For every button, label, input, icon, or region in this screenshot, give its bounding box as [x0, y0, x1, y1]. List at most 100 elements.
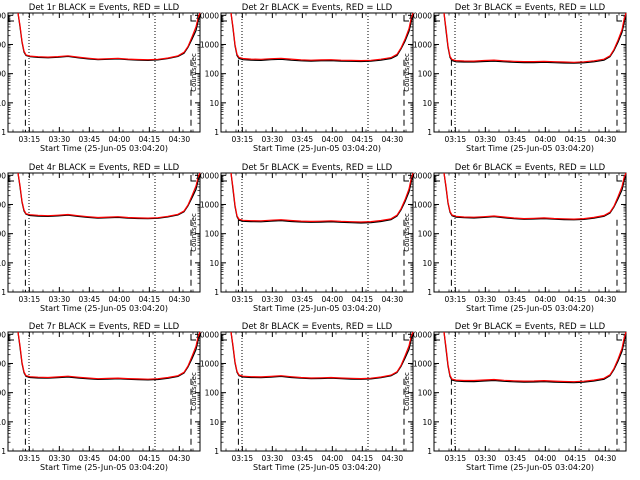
x-tick-label: 03:15	[232, 454, 254, 463]
x-tick-label: 03:30	[475, 295, 497, 304]
y-tick-label: 100	[0, 230, 6, 239]
y-axis-label: Counts/sec	[190, 53, 198, 92]
plot-frame	[7, 172, 201, 293]
chart-panel-2: Det 2r BLACK = Events, RED = LLD 1 10 100 10…	[190, 3, 414, 153]
x-tick-label: 03:45	[79, 135, 101, 144]
plot-frame	[220, 12, 414, 133]
y-tick-label: 100	[205, 70, 220, 79]
chart-panel-4: Det 4r BLACK = Events, RED = LLD 1 10 100 10…	[0, 163, 201, 313]
y-tick-label: 100	[0, 70, 6, 79]
x-tick-label: 04:00	[322, 295, 344, 304]
y-tick-label: 1	[1, 447, 6, 456]
y-axis-label: Counts/sec	[403, 53, 411, 92]
y-tick-label: 1	[427, 447, 432, 456]
x-tick-label: 03:45	[292, 135, 314, 144]
x-axis-label: Start Time (25-Jun-05 03:04:20)	[40, 144, 168, 153]
y-axis-label: Counts/sec	[190, 213, 198, 252]
x-tick-label: 04:15	[139, 454, 161, 463]
x-tick-label: 03:30	[262, 295, 284, 304]
x-tick-label: 04:00	[535, 295, 557, 304]
y-tick-label: 10	[0, 259, 6, 268]
x-tick-label: 03:30	[475, 135, 497, 144]
y-tick-label: 1000	[200, 40, 219, 49]
y-tick-label: 10	[422, 99, 432, 108]
x-tick-label: 04:30	[595, 295, 617, 304]
x-tick-label: 04:15	[139, 135, 161, 144]
y-tick-label: 10000	[195, 171, 219, 180]
x-tick-label: 04:15	[352, 454, 374, 463]
bracket-marker	[403, 15, 409, 22]
y-tick-label: 1	[214, 288, 219, 297]
chart-title: Det 4r BLACK = Events, RED = LLD	[29, 163, 180, 173]
bracket-marker	[190, 175, 196, 182]
y-tick-label: 10	[209, 418, 219, 427]
x-tick-label: 04:30	[382, 454, 404, 463]
y-tick-label: 10	[209, 99, 219, 108]
chart-title: Det 9r BLACK = Events, RED = LLD	[455, 322, 606, 332]
y-tick-label: 10	[422, 418, 432, 427]
bracket-marker	[616, 334, 622, 341]
series-line-lld	[443, 172, 627, 220]
x-tick-label: 03:15	[232, 135, 254, 144]
bracket-marker	[616, 175, 622, 182]
x-tick-label: 04:00	[322, 454, 344, 463]
y-tick-label: 10	[0, 99, 6, 108]
y-tick-label: 1000	[200, 359, 219, 368]
chart-panel-7: Det 7r BLACK = Events, RED = LLD 1 10 100 10…	[0, 322, 201, 472]
series-line-events	[443, 172, 627, 221]
bracket-marker	[8, 175, 14, 182]
x-tick-label: 03:45	[292, 295, 314, 304]
bracket-marker	[190, 15, 196, 22]
chart-title: Det 2r BLACK = Events, RED = LLD	[242, 3, 393, 13]
y-tick-label: 1000	[413, 40, 432, 49]
bracket-marker	[221, 15, 227, 22]
x-tick-label: 03:30	[262, 454, 284, 463]
y-tick-label: 1	[1, 288, 6, 297]
x-axis-label: Start Time (25-Jun-05 03:04:20)	[253, 144, 381, 153]
bracket-marker	[190, 334, 196, 341]
y-axis-label: Counts/sec	[403, 213, 411, 252]
x-tick-label: 03:45	[79, 454, 101, 463]
x-tick-label: 04:15	[352, 295, 374, 304]
y-tick-label: 10000	[0, 171, 6, 180]
series-line-lld	[443, 12, 627, 63]
plot-frame	[220, 172, 414, 293]
x-axis-label: Start Time (25-Jun-05 03:04:20)	[40, 463, 168, 472]
x-tick-label: 03:15	[232, 295, 254, 304]
x-axis-label: Start Time (25-Jun-05 03:04:20)	[466, 144, 594, 153]
x-tick-label: 04:00	[535, 454, 557, 463]
series-line-lld	[17, 331, 201, 380]
x-axis-label: Start Time (25-Jun-05 03:04:20)	[466, 463, 594, 472]
y-tick-label: 1	[427, 288, 432, 297]
y-tick-label: 10	[0, 418, 6, 427]
x-tick-label: 03:45	[292, 454, 314, 463]
x-tick-label: 04:15	[352, 135, 374, 144]
x-tick-label: 04:30	[595, 454, 617, 463]
series-line-lld	[17, 12, 201, 61]
x-tick-label: 04:00	[535, 135, 557, 144]
y-tick-label: 1	[214, 128, 219, 137]
series-line-events	[443, 331, 627, 384]
x-tick-label: 04:30	[382, 295, 404, 304]
chart-title: Det 3r BLACK = Events, RED = LLD	[455, 3, 606, 13]
x-tick-label: 04:00	[109, 135, 131, 144]
x-tick-label: 03:15	[445, 135, 467, 144]
bracket-marker	[434, 175, 440, 182]
x-tick-label: 04:15	[565, 454, 587, 463]
plot-frame	[433, 12, 627, 133]
x-tick-label: 03:15	[19, 454, 41, 463]
chart-panel-1: Det 1r BLACK = Events, RED = LLD 1 10 100 10…	[0, 3, 201, 153]
y-tick-label: 10000	[408, 171, 432, 180]
plot-frame	[433, 331, 627, 452]
plot-frame	[220, 331, 414, 452]
x-tick-label: 03:30	[262, 135, 284, 144]
y-tick-label: 100	[418, 230, 433, 239]
x-tick-label: 04:00	[322, 135, 344, 144]
x-tick-label: 04:15	[565, 135, 587, 144]
bracket-marker	[434, 15, 440, 22]
series-line-lld	[230, 12, 414, 62]
plot-frame	[433, 172, 627, 293]
x-tick-label: 04:30	[595, 135, 617, 144]
y-tick-label: 100	[205, 230, 220, 239]
